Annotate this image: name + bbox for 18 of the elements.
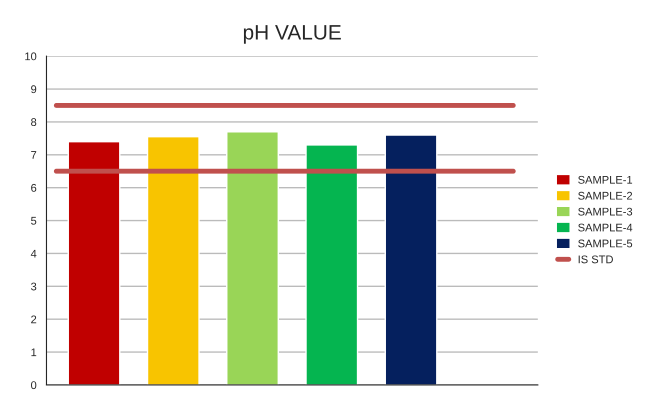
y-tick-label: 5: [31, 216, 36, 225]
legend-label: SAMPLE-2: [578, 192, 632, 200]
y-tick-label: 4: [30, 250, 36, 258]
legend-label: SAMPLE-3: [578, 208, 632, 216]
y-tick-label: 6: [31, 184, 36, 192]
legend-label: IS STD: [578, 255, 613, 264]
y-tick-label: 2: [31, 315, 36, 324]
y-tick-label: 0: [31, 381, 36, 390]
legend-label: SAMPLE-4: [578, 224, 632, 232]
y-tick-label: 8: [31, 118, 36, 126]
y-tick-label: 3: [31, 282, 36, 290]
y-tick-label: 1: [31, 348, 36, 356]
legend-label: SAMPLE-1: [578, 176, 632, 184]
y-tick-label: 9: [31, 85, 36, 94]
legend-label: SAMPLE-5: [578, 240, 632, 248]
y-tick-label: 7: [31, 151, 36, 159]
y-tick-label: 10: [25, 52, 36, 60]
chart-title: pH VALUE: [244, 25, 341, 44]
